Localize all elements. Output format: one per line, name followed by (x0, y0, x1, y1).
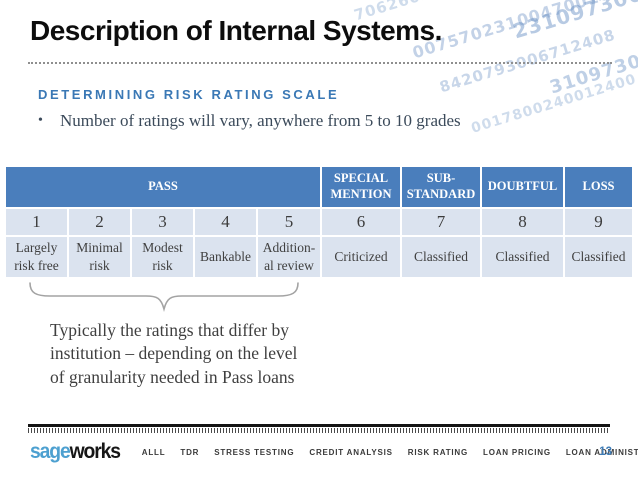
grade-cell: 9 (565, 209, 632, 235)
description-cell: Classified (402, 237, 480, 277)
footer-menu: ALLL TDR STRESS TESTING CREDIT ANALYSIS … (141, 447, 638, 457)
footer-divider (28, 424, 610, 433)
bullet-text: Number of ratings will vary, anywhere fr… (60, 111, 461, 130)
grade-cell: 5 (258, 209, 320, 235)
description-cell: Modest risk (132, 237, 193, 277)
grade-cell: 7 (402, 209, 480, 235)
table-header-doubtful: DOUBTFUL (482, 167, 563, 207)
annotation-text: Typically the ratings that differ by ins… (50, 319, 297, 389)
title-dotted-divider (28, 62, 612, 64)
table-header-pass: PASS (6, 167, 320, 207)
table-header-loss: LOSS (565, 167, 632, 207)
annotation-line: Typically the ratings that differ by (50, 320, 290, 340)
bullet-item: • Number of ratings will vary, anywhere … (38, 111, 598, 131)
risk-rating-table: PASS SPECIAL MENTION SUB-STANDARD DOUBTF… (6, 167, 632, 277)
footer-menu-item-loan-pricing: LOAN PRICING (483, 447, 551, 457)
footer-menu-item-credit-analysis: CREDIT ANALYSIS (309, 447, 393, 457)
table-header-special-mention: SPECIAL MENTION (322, 167, 400, 207)
sageworks-logo: sageworks (30, 440, 121, 464)
pass-group-brace (29, 282, 299, 313)
grade-cell: 3 (132, 209, 193, 235)
grade-cell: 8 (482, 209, 563, 235)
footer: sageworks ALLL TDR STRESS TESTING CREDIT… (30, 438, 638, 466)
grade-cell: 1 (6, 209, 67, 235)
logo-works-text: works (69, 440, 121, 463)
section-heading: DETERMINING RISK RATING SCALE (38, 87, 340, 102)
grade-cell: 2 (69, 209, 130, 235)
footer-menu-item-loan-administration: LOAN ADMINISTRATION (565, 447, 638, 457)
footer-menu-item-tdr: TDR (180, 447, 200, 457)
description-cell: Classified (482, 237, 563, 277)
description-cell: Minimal risk (69, 237, 130, 277)
footer-menu-item-risk-rating: RISK RATING (407, 447, 469, 457)
annotation-line: of granularity needed in Pass loans (50, 366, 295, 387)
bullet-icon: • (38, 113, 43, 128)
page-number: 13 (599, 446, 612, 458)
footer-divider-ticks (28, 428, 610, 433)
grade-cell: 6 (322, 209, 400, 235)
description-cell: Largely risk free (6, 237, 67, 277)
description-cell: Criticized (322, 237, 400, 277)
annotation-line: institution – depending on the level (50, 343, 298, 364)
grade-cell: 4 (195, 209, 256, 235)
logo-sage-text: sage (30, 440, 71, 463)
footer-menu-item-stress-testing: STRESS TESTING (214, 447, 295, 457)
footer-divider-bar (28, 424, 610, 427)
description-cell: Bankable (195, 237, 256, 277)
description-cell: Classified (565, 237, 632, 277)
table-header-sub-standard: SUB-STANDARD (402, 167, 480, 207)
footer-menu-item-alll: ALLL (141, 447, 166, 457)
slide-title: Description of Internal Systems. (30, 15, 442, 46)
description-cell: Addition-al review (258, 237, 320, 277)
